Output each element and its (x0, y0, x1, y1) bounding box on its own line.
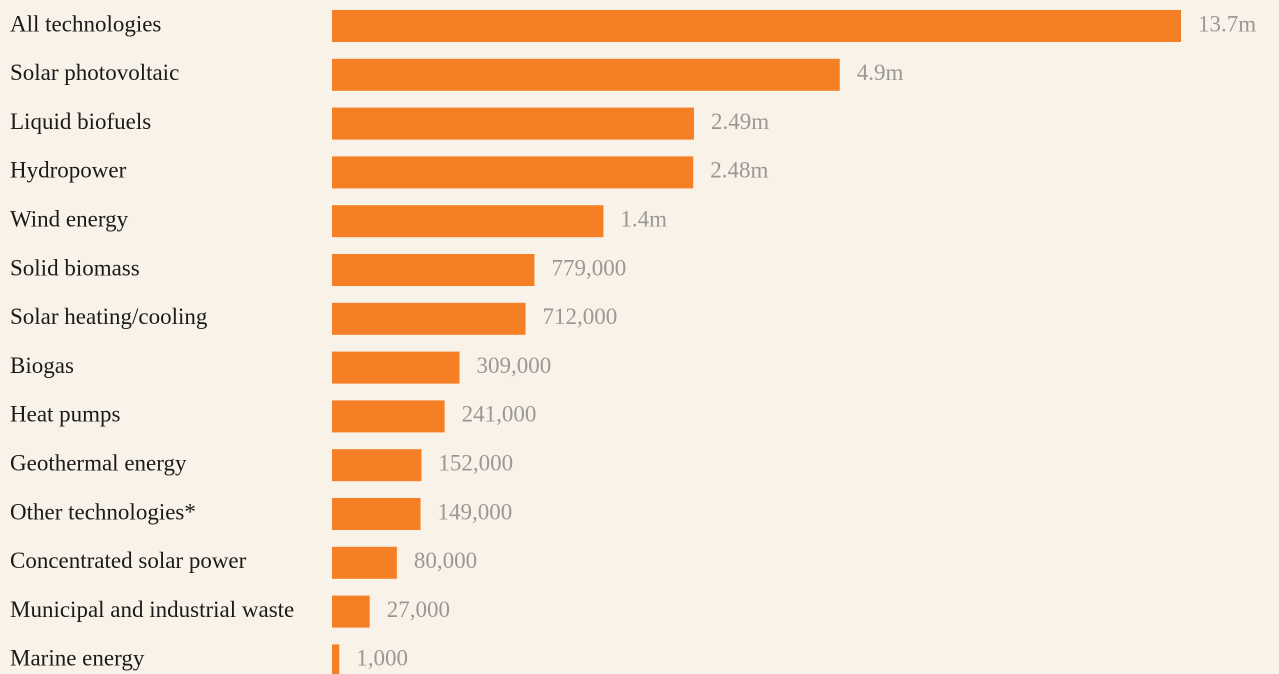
value-label: 4.9m (857, 60, 904, 85)
value-label: 1,000 (356, 646, 408, 671)
value-label: 712,000 (543, 304, 618, 329)
category-label: Concentrated solar power (10, 548, 247, 573)
category-label: Liquid biofuels (10, 109, 151, 134)
bar (332, 644, 340, 674)
value-label: 2.48m (710, 158, 768, 183)
bar (332, 10, 1181, 42)
value-label: 27,000 (387, 597, 450, 622)
value-label: 80,000 (414, 548, 477, 573)
category-label: All technologies (10, 11, 161, 36)
category-label: Municipal and industrial waste (10, 597, 294, 622)
bar (332, 107, 694, 140)
category-label: Solid biomass (10, 255, 140, 280)
category-label: Hydropower (10, 158, 127, 183)
value-label: 2.49m (711, 109, 769, 134)
category-label: Solar photovoltaic (10, 60, 179, 85)
bar (332, 546, 397, 579)
bar (332, 498, 421, 530)
category-label: Geothermal energy (10, 450, 187, 475)
value-label: 152,000 (438, 450, 513, 475)
value-label: 149,000 (438, 499, 513, 524)
category-label: Wind energy (10, 206, 129, 231)
category-label: Marine energy (10, 646, 145, 671)
category-label: Other technologies* (10, 499, 196, 524)
bar (332, 400, 445, 433)
bar (332, 302, 526, 335)
bar (332, 351, 460, 384)
value-label: 779,000 (551, 255, 626, 280)
category-label: Solar heating/cooling (10, 304, 208, 329)
value-label: 241,000 (462, 402, 537, 427)
bar (332, 449, 422, 482)
bar (332, 205, 604, 238)
category-label: Heat pumps (10, 402, 121, 427)
bar (332, 254, 535, 286)
value-label: 1.4m (620, 206, 667, 231)
bar (332, 156, 694, 189)
value-label: 309,000 (477, 353, 552, 378)
bar (332, 595, 370, 628)
bar (332, 58, 840, 91)
value-label: 13.7m (1198, 11, 1256, 36)
category-label: Biogas (10, 353, 74, 378)
